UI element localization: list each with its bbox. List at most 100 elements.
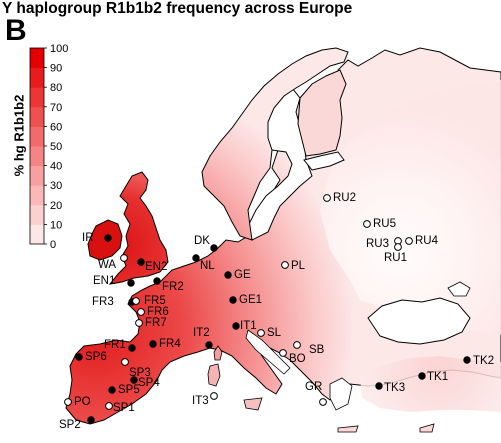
legend-tick-label: 20 bbox=[50, 200, 62, 212]
sample-marker-gr bbox=[319, 398, 327, 406]
sample-label-sp5: SP5 bbox=[118, 384, 140, 396]
legend-color-step bbox=[30, 106, 44, 127]
legend-color-step bbox=[30, 224, 44, 245]
sample-marker-dk bbox=[210, 244, 218, 252]
sample-marker-tk3 bbox=[375, 382, 383, 390]
sample-label-tk2: TK2 bbox=[473, 355, 494, 367]
legend-color-step bbox=[30, 67, 44, 88]
sample-marker-sp3 bbox=[121, 358, 129, 366]
adriatic-sea bbox=[245, 329, 291, 375]
figure-title: Y haplogroup R1b1b2 frequency across Eur… bbox=[2, 0, 353, 17]
sample-label-sp6: SP6 bbox=[85, 351, 107, 363]
land-cyprus bbox=[419, 423, 435, 433]
sample-label-it1: IT1 bbox=[240, 320, 257, 332]
sample-label-en1: EN1 bbox=[93, 275, 115, 287]
sample-marker-sp2 bbox=[87, 416, 95, 424]
sample-marker-nl bbox=[192, 254, 200, 262]
sample-label-it3: IT3 bbox=[192, 395, 209, 407]
sample-marker-fr2 bbox=[153, 277, 161, 285]
gulf-of-finland bbox=[303, 151, 345, 171]
sample-marker-bo bbox=[279, 349, 287, 357]
sea-of-azov bbox=[447, 281, 471, 297]
sample-marker-ge1 bbox=[229, 296, 237, 304]
sample-label-ge: GE bbox=[234, 269, 251, 281]
sample-label-fr7: FR7 bbox=[145, 317, 167, 329]
sample-label-sp1: SP1 bbox=[113, 402, 135, 414]
legend-tick-label: 90 bbox=[50, 63, 62, 75]
sample-marker-it2 bbox=[205, 341, 213, 349]
sample-marker-fr1 bbox=[128, 344, 136, 352]
land-scandinavia bbox=[201, 47, 349, 241]
sample-marker-fr4 bbox=[149, 340, 157, 348]
sample-label-fr3: FR3 bbox=[92, 296, 114, 308]
sample-label-tk3: TK3 bbox=[384, 382, 405, 394]
sample-label-fr1: FR1 bbox=[104, 339, 126, 351]
sample-marker-fr5 bbox=[132, 297, 140, 305]
land-sicily bbox=[243, 397, 263, 411]
land-corsica bbox=[213, 345, 223, 361]
sample-label-sl: SL bbox=[267, 327, 282, 339]
sample-marker-ge bbox=[224, 271, 232, 279]
sample-marker-sp5 bbox=[108, 386, 116, 394]
legend-tick-label: 30 bbox=[50, 180, 62, 192]
sample-label-sp3: SP3 bbox=[129, 367, 151, 379]
sample-marker-pl bbox=[281, 261, 289, 269]
legend-tick-label: 80 bbox=[50, 82, 62, 94]
legend-color-step bbox=[30, 185, 44, 206]
sample-label-fr4: FR4 bbox=[159, 338, 181, 350]
legend-color-step bbox=[30, 165, 44, 186]
legend-tick-label: 50 bbox=[50, 141, 62, 153]
sample-label-fr2: FR2 bbox=[162, 281, 184, 293]
sample-marker-tk2 bbox=[463, 356, 471, 364]
legend-color-step bbox=[30, 126, 44, 147]
sample-marker-ru5 bbox=[363, 220, 371, 228]
legend-tick-label: 40 bbox=[50, 161, 62, 173]
legend-color-step bbox=[30, 87, 44, 108]
land-turkey-shade bbox=[360, 356, 501, 412]
sample-label-ir: IR bbox=[82, 232, 94, 244]
sample-label-sp4: SP4 bbox=[138, 377, 160, 389]
legend: 0 10 20 30 40 50 60 70 80 90 100 bbox=[29, 43, 68, 251]
sample-marker-ru4 bbox=[405, 237, 413, 245]
land-east-shade bbox=[320, 80, 501, 335]
black-sea bbox=[367, 297, 471, 345]
sample-label-ru2: RU2 bbox=[333, 192, 356, 204]
sample-label-fr5: FR5 bbox=[144, 295, 166, 307]
aegean-sea bbox=[329, 377, 353, 411]
sample-marker-sb bbox=[293, 341, 301, 349]
sample-marker-ir bbox=[104, 234, 112, 242]
sample-label-bo: BO bbox=[289, 353, 306, 365]
legend-tick-label: 0 bbox=[50, 239, 56, 251]
sample-marker-ru1 bbox=[394, 243, 402, 251]
sample-marker-sp6 bbox=[75, 353, 83, 361]
sample-label-nl: NL bbox=[200, 260, 215, 272]
sample-label-ru1: RU1 bbox=[384, 252, 407, 264]
legend-color-step bbox=[30, 204, 44, 225]
sample-marker-tk1 bbox=[418, 372, 426, 380]
sample-marker-fr7 bbox=[135, 319, 143, 327]
sample-marker-it1 bbox=[232, 322, 240, 330]
sample-label-sp2: SP2 bbox=[59, 419, 81, 431]
legend-tick-label: 70 bbox=[50, 102, 62, 114]
sample-label-tk1: TK1 bbox=[427, 371, 448, 383]
sample-label-it2: IT2 bbox=[193, 327, 210, 339]
sample-label-ru3: RU3 bbox=[366, 238, 389, 250]
land-crete bbox=[337, 425, 359, 433]
sample-marker-ru2 bbox=[323, 194, 331, 202]
sample-marker-sp4 bbox=[130, 376, 138, 384]
sample-marker-po bbox=[64, 398, 72, 406]
legend-color-step bbox=[30, 48, 44, 69]
land-sardinia bbox=[207, 363, 221, 387]
sample-marker-fr6 bbox=[137, 308, 145, 316]
sample-label-en2: EN2 bbox=[145, 261, 167, 273]
legend-tick-label: 100 bbox=[50, 43, 68, 55]
sample-marker-sp1 bbox=[105, 402, 113, 410]
legend-color-step bbox=[30, 146, 44, 167]
sample-label-sb: SB bbox=[309, 344, 325, 356]
sample-marker-en2 bbox=[137, 258, 145, 266]
sample-label-gr: GR bbox=[305, 381, 322, 393]
sample-label-po: PO bbox=[74, 396, 91, 408]
